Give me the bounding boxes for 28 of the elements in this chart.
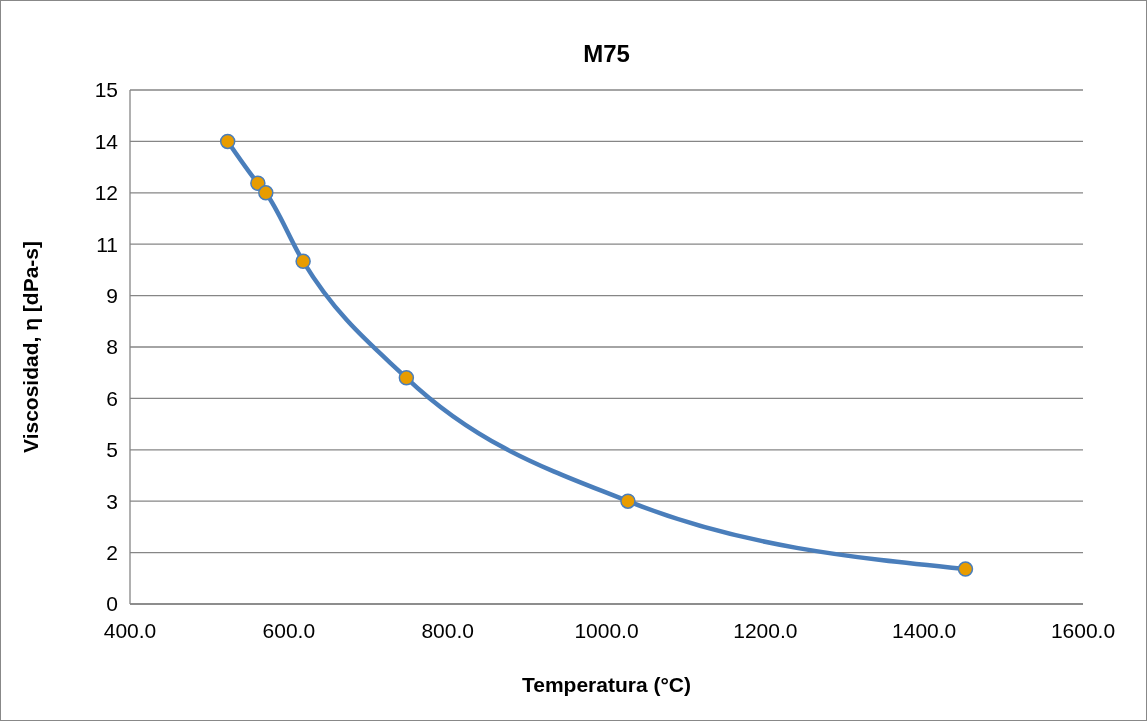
x-tick-label: 400.0 (103, 619, 157, 642)
y-tick-label: 6 (106, 386, 118, 410)
x-tick-label: 1600.0 (1050, 619, 1116, 642)
x-axis-title: Temperatura (°C) (521, 673, 692, 696)
y-axis-title: Viscosidad, η [dPa-s] (19, 241, 42, 453)
point (957, 561, 974, 577)
y-tick-label: 0 (106, 592, 118, 616)
y-tick-label: 9 (106, 283, 118, 307)
chart-title: M75 (583, 40, 630, 67)
y-tick-label: 5 (106, 438, 118, 462)
y-tick-label: 2 (106, 540, 118, 564)
x-tick-label: 1400.0 (892, 619, 957, 642)
point (620, 493, 636, 509)
y-tick-label: 8 (106, 335, 118, 359)
y-tick-label: 3 (106, 489, 118, 513)
y-tick-label: 12 (94, 181, 118, 205)
y-tick-label: 11 (96, 232, 118, 256)
point (295, 253, 311, 270)
point (250, 175, 266, 191)
point (398, 370, 415, 386)
point (258, 185, 274, 201)
x-tick-label: 1000.0 (574, 619, 639, 642)
x-tick-label: 600.0 (262, 619, 316, 642)
point (219, 133, 236, 150)
y-tick-label: 14 (94, 129, 119, 153)
y-tick-label: 15 (94, 78, 118, 102)
x-tick-label: 1200.0 (733, 619, 798, 642)
x-tick-label: 800.0 (421, 619, 474, 642)
